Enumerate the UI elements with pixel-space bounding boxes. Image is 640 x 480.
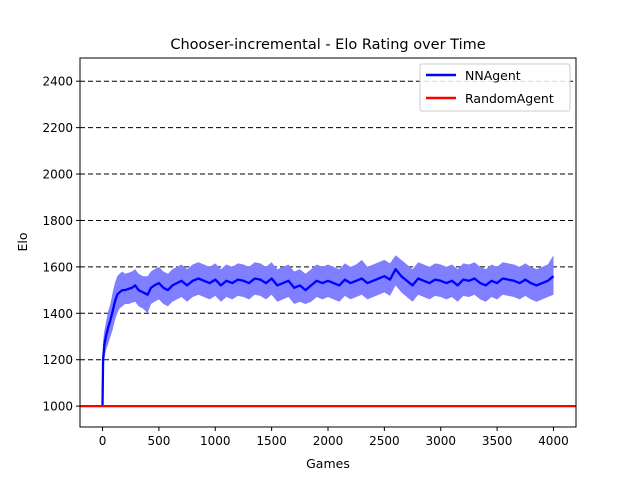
chart-title: Chooser-incremental - Elo Rating over Ti… <box>170 37 485 53</box>
x-tick-label-4000: 4000 <box>538 434 569 448</box>
y-tick-label-1600: 1600 <box>42 260 73 274</box>
y-tick-label-1200: 1200 <box>42 353 73 367</box>
x-tick-label-1500: 1500 <box>256 434 287 448</box>
x-tick-label-0: 0 <box>99 434 107 448</box>
y-tick-label-1000: 1000 <box>42 400 73 414</box>
legend: NNAgent RandomAgent <box>419 63 571 112</box>
x-tick-label-1000: 1000 <box>200 434 231 448</box>
y-tick-label-2400: 2400 <box>42 75 73 89</box>
y-axis-label: Elo <box>15 232 30 251</box>
x-tick-label-2500: 2500 <box>369 434 400 448</box>
y-tick-label-1400: 1400 <box>42 307 73 321</box>
x-axis-label: Games <box>306 456 350 471</box>
x-axis: 0 500 1000 1500 2000 2500 3000 3500 4000 <box>99 427 569 448</box>
y-axis: 1000 1200 1400 1600 1800 2000 2200 2400 <box>42 75 80 414</box>
plot-series <box>80 255 576 408</box>
y-tick-label-2000: 2000 <box>42 168 73 182</box>
legend-box <box>419 63 571 112</box>
y-tick-label-1800: 1800 <box>42 214 73 228</box>
x-tick-label-3500: 3500 <box>482 434 513 448</box>
x-tick-label-3000: 3000 <box>425 434 456 448</box>
y-tick-label-2200: 2200 <box>42 121 73 135</box>
x-tick-label-2000: 2000 <box>313 434 344 448</box>
legend-randomagent-label: RandomAgent <box>465 91 554 106</box>
nnagent-line <box>101 268 555 407</box>
x-tick-label-500: 500 <box>147 434 170 448</box>
legend-nnagent-label: NNAgent <box>465 68 521 83</box>
nnagent-confidence-band <box>102 255 554 407</box>
